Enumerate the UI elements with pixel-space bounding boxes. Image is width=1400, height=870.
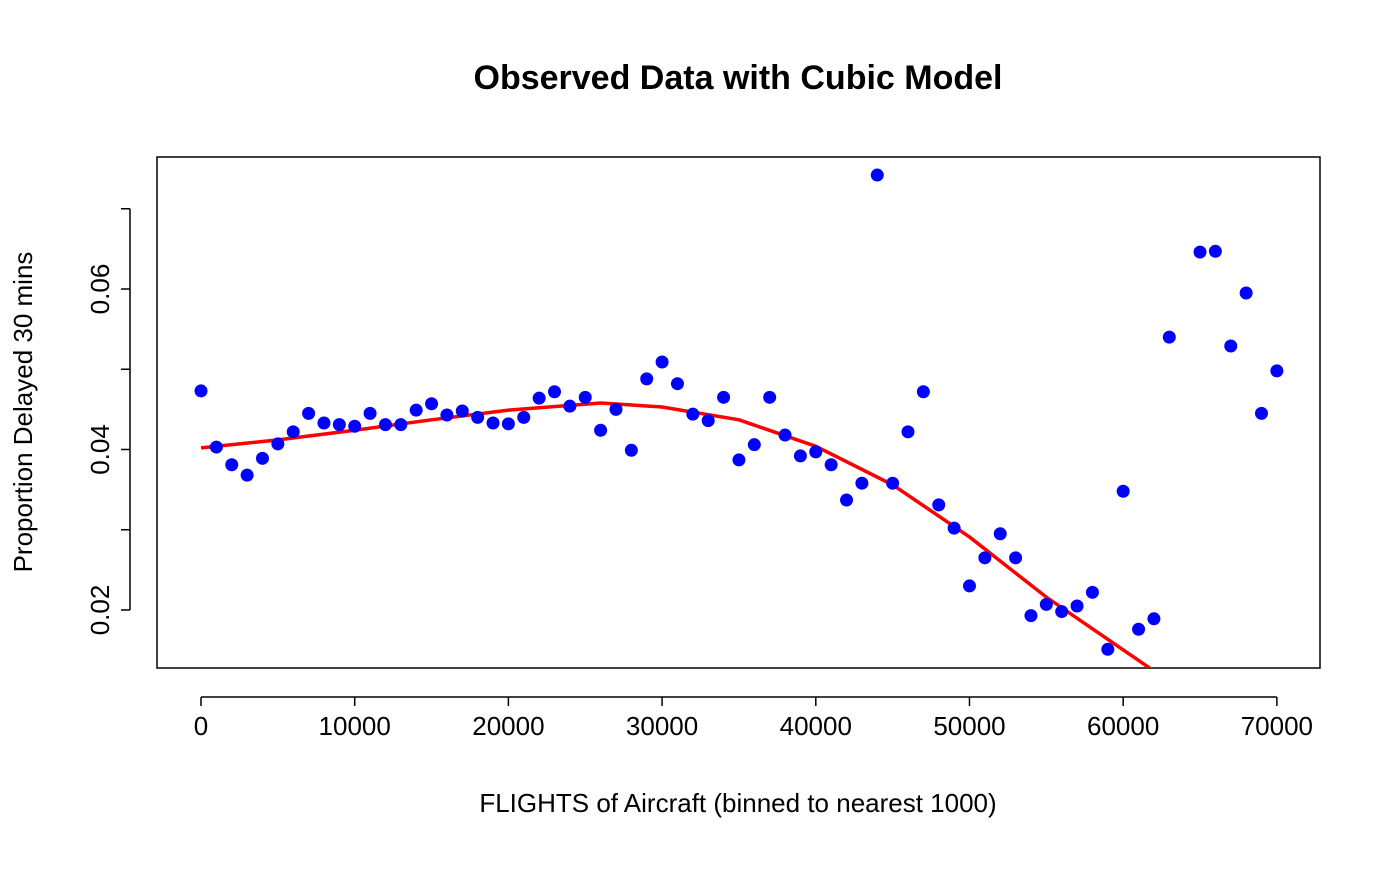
data-point (471, 410, 485, 424)
data-point (717, 390, 731, 404)
data-point (563, 399, 577, 413)
x-tick-label: 40000 (780, 711, 852, 741)
data-point (425, 397, 439, 411)
data-point (793, 449, 807, 463)
data-point (332, 418, 346, 432)
data-point (348, 419, 362, 433)
data-point (1270, 364, 1284, 378)
data-point (809, 445, 823, 459)
x-axis-label: FLIGHTS of Aircraft (binned to nearest 1… (479, 788, 996, 818)
data-point (440, 408, 454, 422)
data-point (824, 458, 838, 472)
data-point (1193, 245, 1207, 259)
data-point (378, 418, 392, 432)
data-point (286, 425, 300, 439)
data-point (1009, 551, 1023, 565)
data-point (1255, 406, 1269, 420)
data-point (701, 414, 715, 428)
data-point (640, 372, 654, 386)
data-point (993, 527, 1007, 541)
data-point (978, 551, 992, 565)
data-point (240, 468, 254, 482)
x-tick-label: 70000 (1241, 711, 1313, 741)
data-point (1055, 605, 1069, 619)
data-point (670, 377, 684, 391)
data-point (747, 438, 761, 452)
x-tick-label: 60000 (1087, 711, 1159, 741)
x-tick-label: 50000 (933, 711, 1005, 741)
chart-title: Observed Data with Cubic Model (474, 59, 1003, 97)
data-point (271, 437, 285, 451)
data-point (1224, 339, 1238, 353)
data-point (763, 390, 777, 404)
data-point (886, 476, 900, 490)
data-point (840, 493, 854, 507)
data-point (1070, 599, 1084, 613)
data-point (194, 384, 208, 398)
data-point (578, 390, 592, 404)
data-point (916, 385, 930, 399)
data-point (486, 416, 500, 430)
data-point (1208, 244, 1222, 258)
data-point (1162, 330, 1176, 344)
data-point (255, 451, 269, 465)
data-point (302, 406, 316, 420)
data-point (624, 443, 638, 457)
data-point (409, 403, 423, 417)
data-point (1116, 484, 1130, 498)
data-point (901, 425, 915, 439)
x-tick-label: 30000 (626, 711, 698, 741)
data-point (1132, 622, 1146, 636)
data-point (1085, 585, 1099, 599)
y-axis-label: Proportion Delayed 30 mins (8, 252, 38, 573)
data-point (655, 355, 669, 369)
data-point (501, 417, 515, 431)
data-point (870, 168, 884, 182)
data-point (548, 385, 562, 399)
x-tick-label: 0 (194, 711, 208, 741)
plot-area (194, 168, 1284, 668)
data-point (1039, 597, 1053, 611)
x-tick-label: 20000 (472, 711, 544, 741)
data-point (947, 521, 961, 535)
data-point (732, 453, 746, 467)
data-point (394, 418, 408, 432)
y-tick-label: 0.04 (85, 424, 115, 475)
data-point (517, 410, 531, 424)
data-point (363, 406, 377, 420)
y-tick-label: 0.06 (85, 264, 115, 315)
data-point (855, 476, 869, 490)
data-point (609, 402, 623, 416)
data-point (594, 423, 608, 437)
data-point (962, 579, 976, 593)
y-tick-label: 0.02 (85, 585, 115, 636)
x-tick-label: 10000 (319, 711, 391, 741)
data-point (1239, 286, 1253, 300)
data-point (209, 440, 223, 454)
data-point (455, 404, 469, 418)
data-point (225, 458, 239, 472)
data-point (686, 407, 700, 421)
plot-frame (156, 156, 1321, 669)
data-point (317, 416, 331, 430)
data-point (1147, 612, 1161, 626)
data-point (532, 391, 546, 405)
data-point (1024, 609, 1038, 623)
data-point (1101, 642, 1115, 656)
data-point (932, 498, 946, 512)
data-point (778, 428, 792, 442)
